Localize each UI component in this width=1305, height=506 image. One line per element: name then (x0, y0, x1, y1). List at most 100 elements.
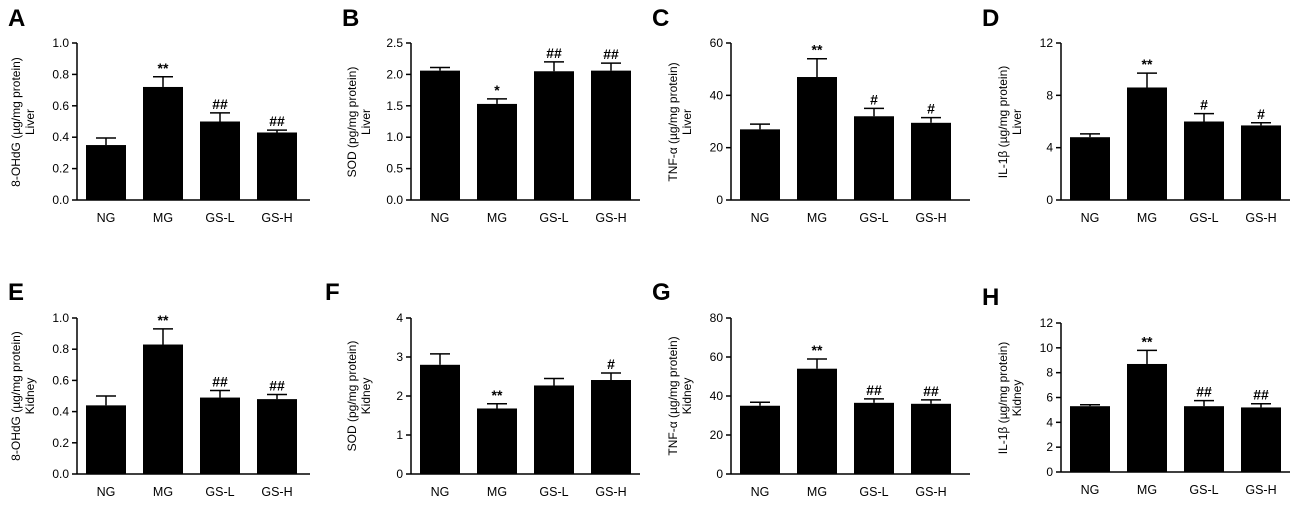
panel-d-y-tick-label: 4 (1046, 141, 1053, 155)
panel-e-y-tick-label: 1.0 (52, 311, 69, 325)
panel-e-y-axis-label: 8-OHdG (µg/mg protein)Kidney (9, 331, 37, 461)
panel-d-category-label: GS-H (1245, 211, 1276, 225)
panel-a-y-tick-label: 0.2 (52, 162, 69, 176)
panel-d-y-tick-label: 8 (1046, 88, 1053, 102)
panel-a-bar-gs-l (200, 121, 240, 200)
panel-c-category-label: MG (807, 211, 827, 225)
panel-d-y-tick-label: 12 (1040, 36, 1054, 50)
panel-a-category-label: MG (153, 211, 173, 225)
panel-f-bar-mg (477, 408, 517, 474)
panel-d-category-label: NG (1081, 211, 1100, 225)
panel-d-bar-gs-l (1184, 121, 1224, 200)
panel-d-significance-label: # (1200, 97, 1208, 113)
panel-f-y-tick-label: 2 (396, 389, 403, 403)
panel-c-category-label: GS-L (859, 211, 888, 225)
panel-g-y-tick-label: 20 (710, 428, 724, 442)
panel-e-bar-ng (86, 405, 126, 474)
panel-f-category-label: NG (431, 485, 450, 499)
panel-b-y-axis-label: SOD (pg/mg protein)Liver (345, 67, 373, 178)
panel-a-y-tick-label: 0.6 (52, 99, 69, 113)
panel-h-y-tick-label: 10 (1040, 341, 1054, 355)
panel-b-y-tick-label: 1.5 (386, 99, 403, 113)
panel-h-category-label: MG (1137, 483, 1157, 497)
panel-h-y-tick-label: 8 (1046, 366, 1053, 380)
panel-c-significance-label: # (927, 101, 935, 117)
panel-h-y-axis-label-line: Kidney (1010, 380, 1024, 417)
panel-d-y-axis-label-line: IL-1β (µg/mg protein) (996, 66, 1010, 179)
panel-g-letter: G (652, 279, 671, 306)
panel-h-bar-gs-l (1184, 406, 1224, 472)
panel-e-letter: E (8, 279, 24, 306)
panel-d-category-label: MG (1137, 211, 1157, 225)
panel-a-category-label: NG (97, 211, 116, 225)
panel-f: F 0 1 2 3 4 SOD (pg/mg protein)Kidney NG ** MG GS-… (325, 279, 640, 499)
panel-c-category-label: GS-H (915, 211, 946, 225)
panel-d-y-axis-label: IL-1β (µg/mg protein)Liver (996, 66, 1024, 179)
panel-g-significance-label: ## (923, 383, 939, 399)
panel-g-category-label: MG (807, 485, 827, 499)
panel-e-y-tick-label: 0.6 (52, 373, 69, 387)
panel-d-bar-ng (1070, 137, 1110, 200)
panel-a-letter: A (8, 5, 25, 32)
panel-f-significance-label: # (607, 356, 615, 372)
panel-e-y-tick-label: 0.0 (52, 467, 69, 481)
panel-e-significance-label: ## (212, 374, 228, 390)
panel-f-category-label: GS-L (539, 485, 568, 499)
panel-h-bar-ng (1070, 406, 1110, 472)
panel-g-y-tick-label: 0 (716, 467, 723, 481)
panel-h-y-tick-label: 0 (1046, 465, 1053, 479)
panel-b-letter: B (342, 5, 359, 32)
panel-a: A 0.0 0.2 0.4 0.6 0.8 1.0 8-OHdG (µg/mg protein… (8, 5, 310, 225)
panel-b-category-label: GS-H (595, 211, 626, 225)
panel-g-significance-label: ## (866, 382, 882, 398)
panel-a-y-axis-label-line: 8-OHdG (µg/mg protein) (9, 57, 23, 187)
panel-c-bar-gs-h (911, 122, 951, 200)
panel-b-bar-mg (477, 103, 517, 200)
panel-c: C 0 20 40 60 TNF-α (µg/mg protein)Liver NG ** MG… (652, 5, 970, 225)
panel-e-y-tick-label: 0.2 (52, 436, 69, 450)
panel-h-y-tick-label: 4 (1046, 415, 1053, 429)
panel-b-y-tick-label: 0.5 (386, 162, 403, 176)
panel-f-bar-ng (420, 364, 460, 474)
panel-g-bar-gs-h (911, 403, 951, 474)
panel-g-category-label: GS-L (859, 485, 888, 499)
panel-c-y-tick-label: 0 (716, 193, 723, 207)
panel-g-bar-mg (797, 368, 837, 474)
panel-h-category-label: NG (1081, 483, 1100, 497)
panel-h-y-tick-label: 6 (1046, 391, 1053, 405)
panel-a-y-tick-label: 0.4 (52, 130, 69, 144)
panel-f-y-tick-label: 4 (396, 311, 403, 325)
panel-h-y-tick-label: 2 (1046, 440, 1053, 454)
panel-g-category-label: GS-H (915, 485, 946, 499)
panel-f-y-axis-label-line: Kidney (359, 378, 373, 415)
panel-g-y-tick-label: 60 (710, 350, 724, 364)
panel-b-category-label: NG (431, 211, 450, 225)
panel-b-y-tick-label: 0.0 (386, 193, 403, 207)
panel-c-bar-gs-l (854, 116, 894, 200)
panel-a-bar-mg (143, 86, 183, 200)
panel-c-y-tick-label: 20 (710, 141, 724, 155)
panel-f-y-axis-label: SOD (pg/mg protein)Kidney (345, 341, 373, 452)
panel-g-bar-gs-l (854, 402, 894, 474)
panel-b-significance-label: * (494, 82, 500, 98)
panel-c-y-axis-label: TNF-α (µg/mg protein)Liver (666, 62, 694, 181)
panel-b: B 0.0 0.5 1.0 1.5 2.0 2.5 SOD (pg/mg protein)Li… (342, 5, 640, 225)
panel-e-y-tick-label: 0.4 (52, 405, 69, 419)
panel-h: H 0 2 4 6 8 10 12 IL-1β (µg/mg protein)Kidney NG *… (982, 284, 1290, 497)
panel-g-y-axis-label-line: TNF-α (µg/mg protein) (666, 336, 680, 455)
panel-a-category-label: GS-H (261, 211, 292, 225)
panel-d-letter: D (982, 5, 999, 32)
panel-e-bar-mg (143, 344, 183, 474)
panel-b-bar-ng (420, 70, 460, 201)
panel-f-significance-label: ** (492, 387, 503, 403)
panel-f-bar-gs-h (591, 380, 631, 474)
panel-d-bar-gs-h (1241, 125, 1281, 200)
panel-f-category-label: GS-H (595, 485, 626, 499)
panel-a-y-axis-label: 8-OHdG (µg/mg protein)Liver (9, 57, 37, 187)
panel-g-y-axis-label: TNF-α (µg/mg protein)Kidney (666, 336, 694, 455)
panel-h-bar-gs-h (1241, 407, 1281, 472)
panel-c-y-tick-label: 40 (710, 88, 724, 102)
panel-b-y-tick-label: 2.0 (386, 67, 403, 81)
panel-f-category-label: MG (487, 485, 507, 499)
panel-g-significance-label: ** (812, 342, 823, 358)
